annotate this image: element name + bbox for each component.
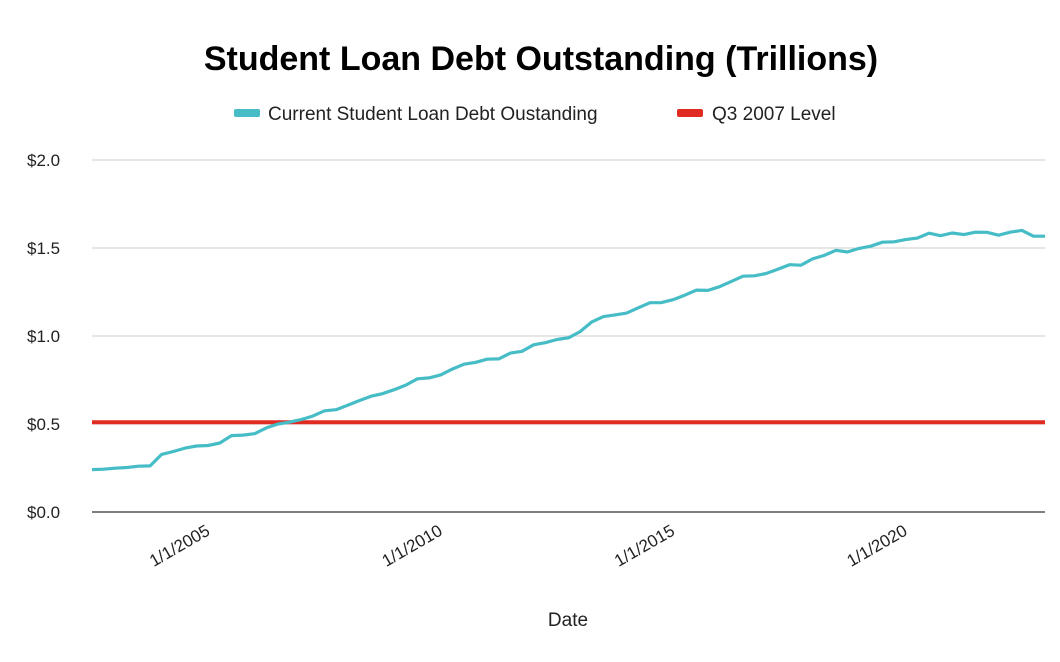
legend-label-current-debt: Current Student Loan Debt Oustanding — [268, 104, 598, 125]
legend-swatch-q3-2007 — [677, 109, 703, 117]
y-tick-label: $0.5 — [27, 415, 60, 434]
x-axis-title: Date — [548, 610, 588, 631]
legend: Current Student Loan Debt Oustanding Q3 … — [234, 104, 836, 125]
y-tick-label: $1.0 — [27, 327, 60, 346]
x-tick-label: 1/1/2010 — [379, 521, 446, 571]
series-layer — [91, 228, 1045, 472]
x-axis-ticks: 1/1/2005 1/1/2010 1/1/2015 1/1/2020 — [146, 521, 910, 571]
legend-label-q3-2007: Q3 2007 Level — [712, 104, 836, 125]
x-tick-label: 1/1/2005 — [146, 521, 213, 571]
legend-swatch-current-debt — [234, 109, 260, 117]
series-line-current-debt — [91, 228, 1045, 472]
x-tick-label: 1/1/2020 — [844, 521, 911, 571]
chart-title: Student Loan Debt Outstanding (Trillions… — [204, 40, 878, 78]
x-tick-label: 1/1/2015 — [611, 521, 678, 571]
y-axis-ticks: $0.0 $0.5 $1.0 $1.5 $2.0 — [27, 151, 60, 522]
y-tick-label: $2.0 — [27, 151, 60, 170]
y-tick-label: $1.5 — [27, 239, 60, 258]
y-tick-label: $0.0 — [27, 503, 60, 522]
